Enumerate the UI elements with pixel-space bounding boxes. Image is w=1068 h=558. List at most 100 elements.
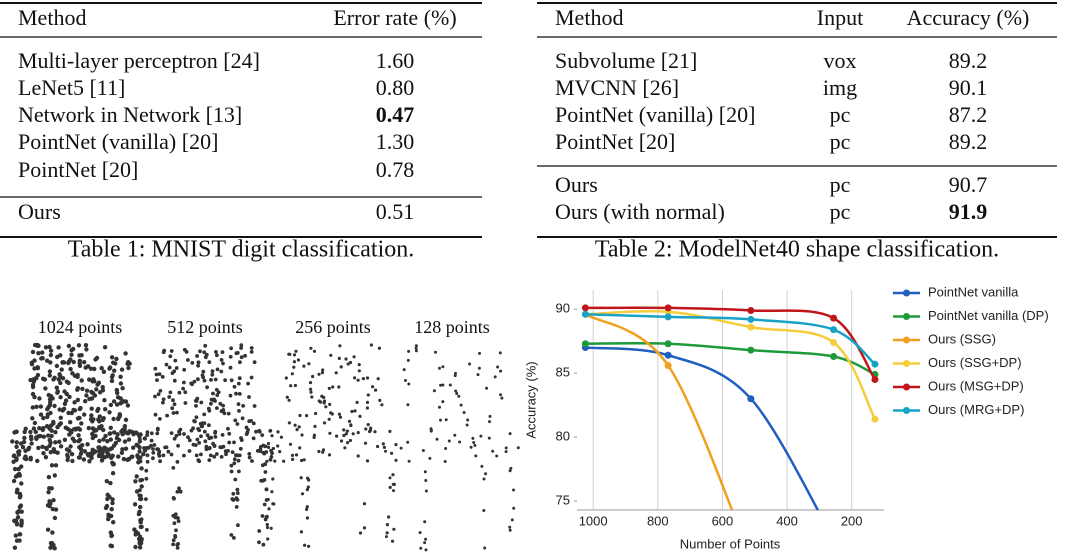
legend-marker bbox=[903, 336, 910, 344]
point bbox=[78, 451, 84, 456]
point bbox=[196, 363, 201, 368]
point bbox=[435, 437, 439, 441]
point bbox=[184, 350, 189, 354]
point bbox=[136, 511, 142, 517]
point bbox=[90, 447, 95, 452]
data-point bbox=[871, 360, 879, 368]
point bbox=[384, 535, 388, 539]
point bbox=[77, 406, 83, 412]
point bbox=[168, 354, 173, 359]
point bbox=[89, 413, 94, 418]
point bbox=[317, 372, 321, 376]
point bbox=[145, 528, 149, 532]
point bbox=[176, 516, 180, 520]
point-clouds: 1024 points 512 points 256 points 128 point… bbox=[10, 317, 520, 552]
point bbox=[40, 350, 45, 355]
point bbox=[123, 351, 128, 356]
point bbox=[305, 488, 309, 492]
point bbox=[319, 400, 323, 404]
point bbox=[262, 502, 267, 507]
point bbox=[45, 414, 50, 420]
point bbox=[209, 397, 214, 402]
point bbox=[145, 453, 150, 458]
header-cell: Error rate (%) bbox=[333, 5, 456, 30]
data-point bbox=[747, 395, 755, 403]
point bbox=[171, 496, 176, 500]
point bbox=[392, 489, 395, 493]
point bbox=[110, 471, 116, 476]
point bbox=[46, 433, 51, 438]
point bbox=[338, 344, 342, 348]
point bbox=[300, 433, 304, 437]
point bbox=[121, 456, 127, 462]
series-line bbox=[584, 313, 734, 510]
point bbox=[390, 451, 394, 455]
point bbox=[369, 343, 373, 347]
point bbox=[76, 343, 82, 348]
point bbox=[322, 401, 326, 405]
point bbox=[414, 346, 418, 350]
point bbox=[402, 368, 406, 372]
point bbox=[235, 491, 240, 495]
point bbox=[90, 431, 95, 437]
point bbox=[176, 443, 181, 448]
point bbox=[162, 348, 167, 353]
point bbox=[329, 353, 333, 357]
point bbox=[233, 477, 238, 482]
point bbox=[78, 444, 83, 449]
point bbox=[172, 378, 177, 383]
point bbox=[97, 425, 103, 431]
header-cell: Method bbox=[555, 5, 623, 30]
point bbox=[26, 445, 32, 450]
point bbox=[111, 416, 116, 422]
point bbox=[53, 440, 58, 445]
point bbox=[84, 393, 89, 398]
point bbox=[342, 433, 346, 438]
point bbox=[68, 366, 73, 372]
data-point bbox=[581, 340, 589, 348]
point bbox=[265, 525, 270, 530]
point bbox=[454, 371, 457, 375]
point bbox=[118, 401, 123, 406]
point bbox=[66, 380, 71, 386]
cell: 90.1 bbox=[949, 75, 988, 100]
point bbox=[186, 435, 190, 440]
point bbox=[101, 427, 106, 433]
point bbox=[16, 452, 22, 457]
point bbox=[28, 434, 34, 439]
point bbox=[153, 366, 158, 371]
point bbox=[334, 371, 338, 375]
point bbox=[82, 360, 87, 365]
point bbox=[309, 390, 313, 394]
point bbox=[119, 367, 125, 372]
point bbox=[60, 360, 65, 365]
point bbox=[33, 429, 38, 435]
y-tick-label: 85 bbox=[556, 365, 570, 380]
header-cell: Input bbox=[817, 5, 863, 30]
point bbox=[38, 404, 43, 409]
point bbox=[204, 447, 209, 452]
point bbox=[202, 421, 207, 426]
point bbox=[117, 412, 123, 417]
point bbox=[407, 382, 411, 386]
point bbox=[339, 365, 343, 369]
point bbox=[306, 485, 310, 489]
point bbox=[22, 435, 27, 441]
point bbox=[299, 476, 303, 480]
point bbox=[231, 491, 236, 496]
point bbox=[212, 444, 217, 448]
point bbox=[298, 446, 302, 450]
point bbox=[120, 386, 125, 391]
point bbox=[320, 371, 324, 375]
point bbox=[48, 352, 54, 358]
point bbox=[270, 451, 274, 456]
point bbox=[221, 361, 225, 366]
point bbox=[348, 438, 352, 443]
point bbox=[324, 405, 328, 409]
point bbox=[295, 428, 299, 432]
point bbox=[34, 436, 39, 441]
point bbox=[271, 446, 275, 451]
point bbox=[238, 360, 242, 365]
point bbox=[176, 542, 181, 546]
point bbox=[374, 388, 378, 392]
